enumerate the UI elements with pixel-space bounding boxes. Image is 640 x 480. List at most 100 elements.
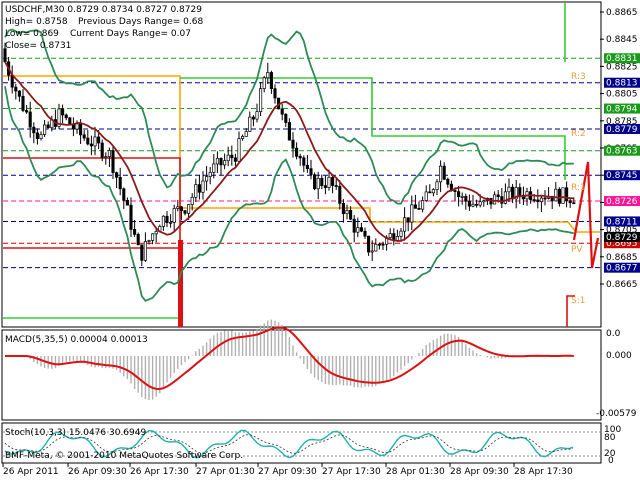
candle-body [25, 110, 29, 113]
candle-body [309, 168, 313, 176]
main-chart-panel[interactable] [1, 1, 602, 328]
upper-band [4, 28, 574, 205]
time-tick-label: 26 Apr 17:30 [130, 467, 189, 477]
candle-body [518, 187, 522, 196]
ma-line [4, 61, 574, 242]
candle-body [442, 165, 446, 180]
candle-body [298, 155, 302, 159]
level-tag-bg [604, 170, 640, 181]
candle-body [280, 108, 284, 115]
price-tick-label: 0.8685 [606, 253, 638, 263]
candle-body [75, 123, 79, 130]
level-tag-bg [604, 262, 640, 273]
candle-body [345, 210, 349, 215]
macd-tick-zero: 0.000 [606, 351, 632, 361]
candle-body [421, 200, 425, 210]
level-tag-label: 0.8677 [606, 264, 638, 274]
candle-body [475, 203, 479, 206]
candle-body [331, 176, 335, 186]
candle-body [478, 201, 482, 206]
macd-series [5, 319, 575, 400]
cur-range-line: Current Days Range= 0.07 [70, 29, 191, 39]
level-tag-label: 0.8695 [606, 239, 638, 249]
candle-body [496, 194, 500, 197]
candle-body [194, 184, 198, 198]
candle-body [143, 241, 147, 261]
candle-body [35, 132, 39, 139]
candle-body [327, 176, 331, 188]
candle-body [507, 186, 511, 193]
candle-body [169, 221, 173, 224]
time-axis[interactable]: 26 Apr 2011 26 Apr 09:30 26 Apr 17:30 27 Ap… [2, 463, 573, 477]
candle-body [205, 176, 209, 182]
candle-body [57, 108, 61, 127]
candle-body [460, 196, 464, 198]
candle-body [179, 206, 183, 212]
candle-body [374, 243, 378, 252]
candle-body [413, 204, 417, 209]
stoch-signal-line [4, 434, 574, 454]
macd-tick-bottom: -0.00579 [596, 409, 637, 419]
candle-body [435, 181, 439, 190]
candle-body [471, 203, 475, 207]
candle-body [223, 160, 227, 166]
candle-body [334, 185, 338, 187]
candle-body [251, 116, 255, 120]
candle-body [338, 185, 342, 204]
candle-body [493, 194, 497, 205]
candle-body [226, 154, 230, 162]
candle-body [323, 185, 327, 188]
moving-average [4, 61, 574, 242]
candle-body [262, 77, 266, 89]
level-tag-label: 0.8726 [606, 197, 638, 207]
candle-body [82, 134, 86, 139]
candle-body [381, 243, 385, 246]
candle-body [302, 157, 306, 166]
time-tick-label: 28 Apr 01:30 [386, 467, 445, 477]
time-tick-label: 28 Apr 17:30 [514, 467, 573, 477]
candle-body [93, 136, 97, 147]
candle-body [453, 190, 457, 192]
macd-panel[interactable] [1, 329, 602, 421]
candle-body [154, 231, 158, 235]
candle-body [424, 191, 428, 201]
level-tag-bg [604, 145, 640, 156]
candle-body [388, 233, 392, 238]
candle-body [46, 124, 50, 129]
level-tags: 0.8831 0.8813 0.8794 0.8779 0.8763 0.8745 0.87… [604, 53, 640, 274]
low-line: Low= 0.869 [5, 29, 59, 39]
candle-body [287, 122, 291, 141]
candle-body [316, 177, 320, 190]
lower-band [4, 86, 574, 302]
pivot-pv-label: PV [571, 245, 583, 255]
candle-body [21, 95, 25, 111]
candle-body [147, 240, 151, 242]
level-tag-label: 0.8813 [606, 79, 638, 89]
time-tick-label: 27 Apr 01:30 [196, 467, 255, 477]
price-tick-label: 0.8785 [606, 117, 638, 127]
pivot-s1-label: S:1 [571, 296, 585, 306]
candle-body [395, 236, 399, 241]
symbol-line: USDCHF,M30 0.8729 0.8734 0.8727 0.8729 [5, 5, 202, 15]
candle-body [208, 172, 212, 177]
candle-body [464, 196, 468, 202]
candle-body [118, 176, 122, 190]
stoch-series [3, 429, 600, 459]
candle-body [259, 88, 263, 113]
candle-body [86, 137, 90, 145]
level-tag-label: 0.8745 [606, 171, 638, 181]
candle-body [363, 230, 367, 237]
level-tag-bg [604, 103, 640, 114]
candle-body [212, 163, 216, 173]
candle-body [248, 116, 252, 132]
time-tick-label: 26 Apr 09:30 [68, 467, 127, 477]
candle-body [370, 250, 374, 253]
macd-signal-line [5, 326, 574, 391]
current-price-label: 0.8729 [606, 233, 638, 243]
candle-body [122, 188, 126, 201]
candle-body [514, 187, 518, 200]
price-tick-label: 0.8825 [606, 62, 638, 72]
candle-body [233, 157, 237, 162]
bollinger-bands [4, 28, 574, 302]
